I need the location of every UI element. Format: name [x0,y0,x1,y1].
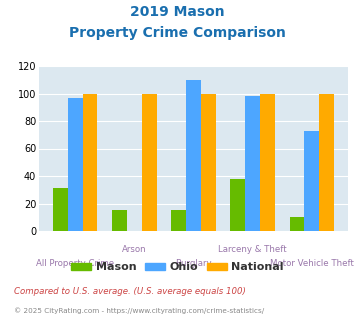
Bar [68,98,83,231]
Bar [319,93,334,231]
Bar [245,96,260,231]
Bar [304,131,319,231]
Bar [230,179,245,231]
Text: Burglary: Burglary [175,259,212,268]
Bar [201,93,215,231]
Bar [53,188,68,231]
Text: Property Crime Comparison: Property Crime Comparison [69,26,286,40]
Bar [260,93,275,231]
Text: Larceny & Theft: Larceny & Theft [218,245,287,254]
Bar [186,80,201,231]
Text: Motor Vehicle Theft: Motor Vehicle Theft [270,259,354,268]
Bar [112,211,127,231]
Legend: Mason, Ohio, National: Mason, Ohio, National [67,258,288,277]
Text: © 2025 CityRating.com - https://www.cityrating.com/crime-statistics/: © 2025 CityRating.com - https://www.city… [14,308,264,314]
Text: Compared to U.S. average. (U.S. average equals 100): Compared to U.S. average. (U.S. average … [14,287,246,296]
Text: 2019 Mason: 2019 Mason [130,5,225,19]
Bar [290,217,304,231]
Text: All Property Crime: All Property Crime [36,259,114,268]
Bar [171,211,186,231]
Bar [83,93,97,231]
Bar [142,93,157,231]
Text: Arson: Arson [122,245,147,254]
